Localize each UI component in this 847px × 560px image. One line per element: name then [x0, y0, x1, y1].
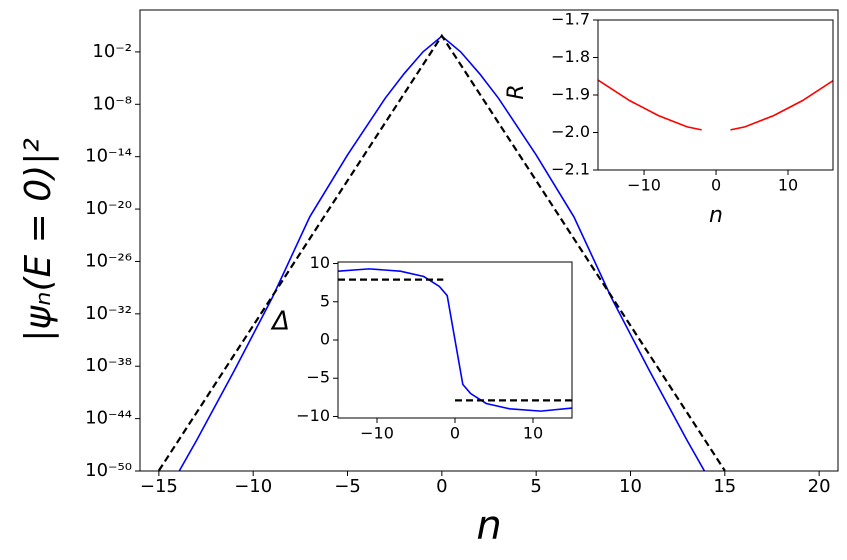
y-tick-label: 10⁻¹⁴	[85, 146, 132, 167]
y-tick-label: −1.9	[551, 85, 590, 104]
x-tick-label: −15	[140, 476, 178, 497]
y-tick-label: 5	[320, 291, 330, 310]
y-tick-label: 10⁻²⁰	[85, 198, 132, 219]
frame	[139, 9, 839, 472]
data-line	[338, 268, 572, 412]
data-line	[157, 33, 726, 471]
plot-area	[598, 20, 833, 170]
x-tick-label: 15	[713, 476, 736, 497]
x-tick-label: 0	[711, 176, 721, 195]
y-tick-label: 10	[310, 253, 330, 272]
y-tick-label: 10⁻²	[92, 41, 132, 62]
x-tick-label: 10	[778, 176, 798, 195]
y-tick-label: −10	[296, 406, 330, 425]
x-tick-label: 0	[450, 424, 460, 443]
x-tick-label: −10	[627, 176, 661, 195]
y-tick-label: −1.8	[551, 47, 590, 66]
x-tick-label: 10	[619, 476, 642, 497]
y-tick-label: 0	[320, 330, 330, 349]
y-tick-label: 10⁻²⁶	[85, 250, 132, 271]
x-tick-label: −10	[360, 424, 394, 443]
y-tick-label: −2.0	[551, 122, 590, 141]
x-tick-label: −5	[334, 476, 361, 497]
x-tick-label: 0	[436, 476, 447, 497]
panel: −10 0 10 −2.1 −2.0 −1.9 −1.8 −1.7 n R	[504, 10, 834, 228]
y-axis-label: Δ	[270, 307, 290, 337]
y-tick-label: −2.1	[551, 160, 590, 179]
y-axis-label: R	[504, 84, 529, 99]
y-axis-label: |ψₙ(E = 0)|²	[18, 138, 59, 342]
y-tick-label: 10⁻³⁸	[85, 355, 132, 376]
y-tick-label: −1.7	[551, 10, 590, 29]
y-tick-label: 10⁻⁴⁴	[85, 408, 132, 429]
x-tick-label: 10	[523, 424, 543, 443]
y-tick-label: 10⁻³²	[85, 303, 132, 324]
x-tick-label: 20	[808, 476, 831, 497]
y-tick-label: −5	[306, 368, 330, 387]
panel: −10 0 10 −10 −5 0 5 10 Δ	[270, 253, 573, 443]
x-tick-label: −10	[234, 476, 272, 497]
data-line	[598, 79, 833, 131]
data-line	[338, 278, 572, 402]
x-tick-label: 5	[530, 476, 541, 497]
y-tick-label: 10⁻⁸	[92, 93, 132, 114]
x-axis-label: n	[476, 503, 501, 549]
y-tick-label: 10⁻⁵⁰	[85, 460, 132, 481]
x-axis-label: n	[709, 203, 723, 228]
